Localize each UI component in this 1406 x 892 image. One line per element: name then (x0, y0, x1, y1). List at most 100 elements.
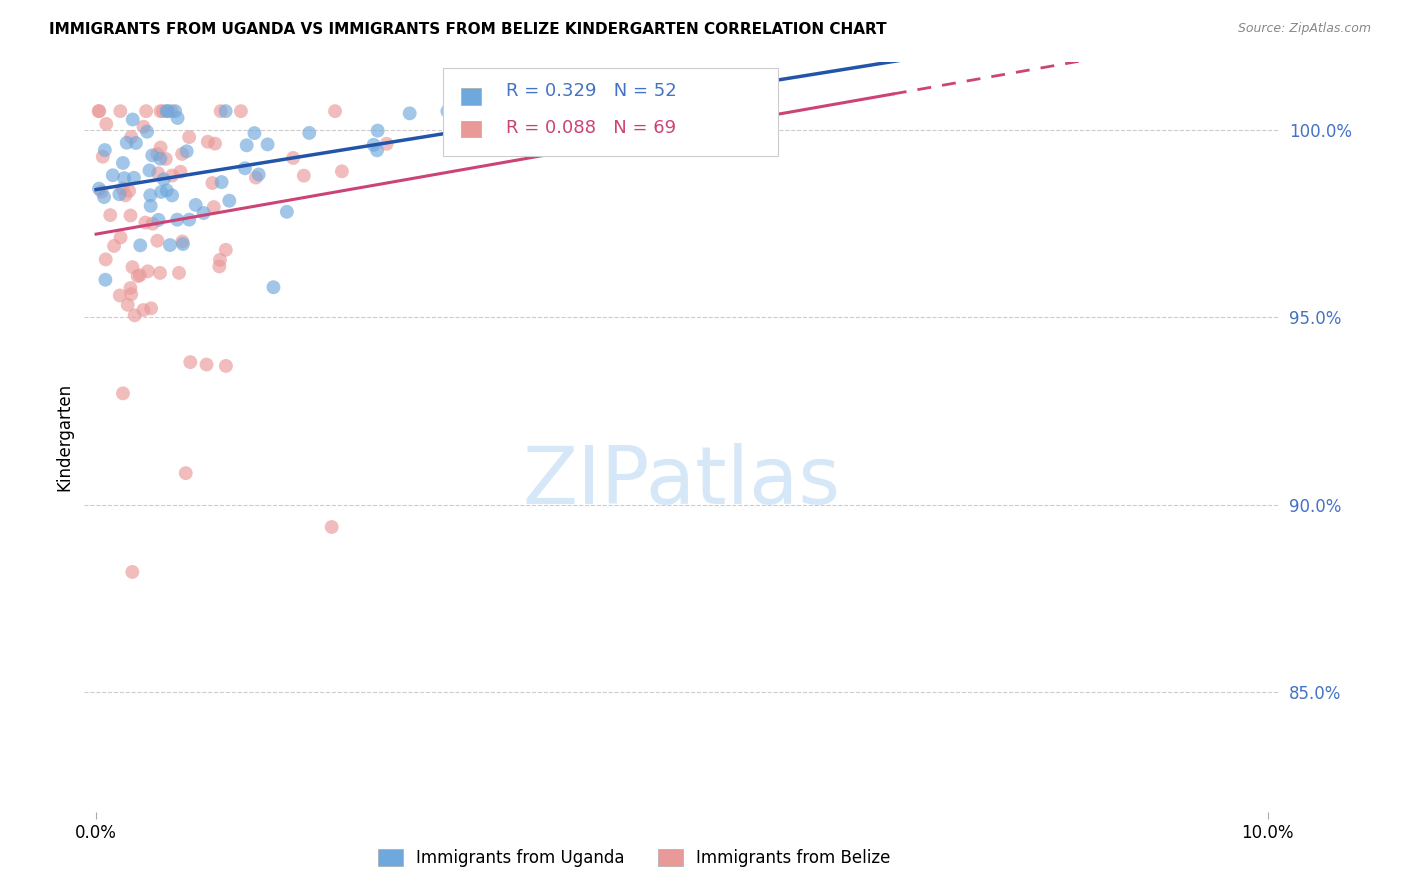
Text: IMMIGRANTS FROM UGANDA VS IMMIGRANTS FROM BELIZE KINDERGARTEN CORRELATION CHART: IMMIGRANTS FROM UGANDA VS IMMIGRANTS FRO… (49, 22, 887, 37)
Point (166, 212, 188, 227)
Point (233, 161, 256, 176)
Point (141, 148, 163, 162)
Point (208, 252, 231, 267)
Point (176, 145, 198, 159)
Point (94, 143, 117, 157)
Point (87, 104, 110, 119)
Point (148, 212, 170, 227)
Point (118, 184, 141, 198)
Point (215, 243, 238, 257)
Point (89, 104, 111, 119)
Point (139, 188, 162, 202)
Point (321, 520, 343, 534)
Point (172, 235, 194, 249)
Point (172, 147, 194, 161)
Point (127, 269, 149, 284)
Point (121, 260, 143, 275)
Text: Source: ZipAtlas.com: Source: ZipAtlas.com (1237, 22, 1371, 36)
FancyBboxPatch shape (443, 68, 778, 156)
Point (204, 136, 226, 151)
Point (152, 172, 174, 186)
Point (111, 181, 134, 195)
Point (174, 466, 197, 480)
Point (129, 238, 152, 252)
FancyBboxPatch shape (461, 88, 481, 105)
FancyBboxPatch shape (461, 120, 481, 137)
Point (218, 194, 240, 208)
Point (98, 208, 121, 222)
Point (292, 169, 315, 183)
Point (256, 137, 278, 152)
Point (108, 187, 131, 202)
Point (283, 151, 305, 165)
Point (121, 112, 143, 127)
Point (146, 147, 169, 161)
Text: R = 0.329   N = 52: R = 0.329 N = 52 (506, 82, 676, 100)
Point (165, 104, 187, 119)
Point (139, 199, 162, 213)
Point (139, 301, 162, 316)
Point (87, 182, 110, 196)
Point (375, 136, 398, 151)
Point (148, 166, 170, 180)
Point (245, 170, 267, 185)
Point (110, 230, 132, 244)
Point (156, 184, 179, 198)
Point (202, 200, 225, 214)
Point (460, 104, 482, 119)
Point (111, 156, 134, 170)
Text: R = 0.088   N = 69: R = 0.088 N = 69 (506, 119, 676, 136)
Point (172, 237, 194, 252)
Point (125, 136, 148, 150)
Point (243, 126, 266, 140)
Point (120, 287, 142, 301)
Point (436, 104, 458, 119)
Point (398, 106, 420, 120)
Point (142, 217, 165, 231)
Point (117, 298, 139, 312)
Point (211, 175, 233, 189)
Point (160, 188, 183, 202)
Point (149, 266, 172, 280)
Point (122, 170, 145, 185)
Text: ZIPatlas: ZIPatlas (523, 443, 841, 521)
Point (115, 136, 138, 150)
Point (155, 104, 177, 119)
Point (90, 185, 112, 199)
Point (478, 104, 501, 119)
Point (94, 273, 117, 287)
Point (124, 308, 146, 322)
Point (120, 281, 142, 295)
Point (152, 104, 174, 119)
Point (215, 359, 238, 373)
Point (209, 104, 232, 119)
Point (157, 104, 180, 119)
Point (149, 104, 172, 119)
Point (214, 104, 236, 119)
Point (149, 152, 172, 166)
Point (363, 137, 385, 152)
Point (132, 120, 155, 134)
Point (103, 239, 125, 253)
Point (128, 268, 150, 283)
Point (169, 165, 191, 179)
Point (108, 288, 131, 302)
Point (208, 260, 231, 274)
Point (179, 130, 201, 145)
Point (121, 565, 143, 579)
Point (366, 144, 388, 158)
Y-axis label: Kindergarten: Kindergarten (55, 383, 73, 491)
Point (160, 104, 183, 119)
Point (197, 135, 219, 149)
Point (367, 123, 389, 137)
Point (160, 169, 183, 183)
Point (184, 198, 207, 212)
Point (298, 126, 321, 140)
Point (93, 190, 115, 204)
Point (166, 111, 188, 125)
Point (136, 264, 159, 278)
Legend: Immigrants from Uganda, Immigrants from Belize: Immigrants from Uganda, Immigrants from … (378, 849, 890, 867)
Point (110, 104, 132, 119)
Point (235, 138, 257, 153)
Point (150, 185, 173, 199)
